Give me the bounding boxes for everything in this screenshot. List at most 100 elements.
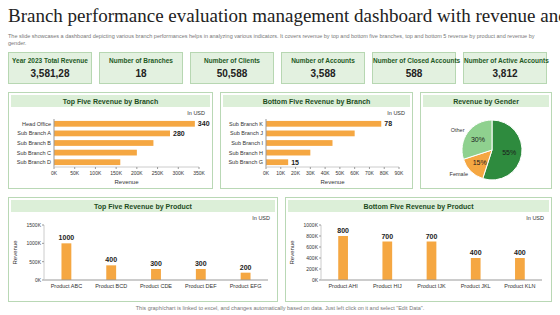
- tick-mark: [319, 269, 321, 270]
- data-label: 700: [426, 233, 438, 240]
- tick-label: 800K: [306, 233, 318, 239]
- category-label: Sub Branch H: [229, 150, 263, 156]
- tick-label: 350K: [193, 170, 205, 176]
- data-label: 200: [240, 264, 252, 271]
- chart-panel: Top Five Revenue by ProductIn USDProduct…: [8, 197, 278, 302]
- tick-label: 20K: [291, 170, 301, 176]
- tick-mark: [280, 167, 281, 169]
- category-label: Sub Branch I: [231, 140, 263, 146]
- bar: [196, 269, 206, 280]
- tick-mark: [319, 247, 321, 248]
- data-label: 78: [384, 120, 392, 127]
- chart-panel: Top Five Revenue by BranchIn USDHead Off…: [8, 92, 213, 189]
- tick-label: 50K: [335, 170, 345, 176]
- axis-line: [321, 225, 322, 280]
- tick-mark: [325, 167, 326, 169]
- category-label: Sub Branch D: [17, 159, 51, 165]
- tick-label: 40K: [321, 170, 331, 176]
- chart-panel: Bottom Five Revenue by BranchIn USDSub B…: [220, 92, 413, 189]
- tick-mark: [384, 167, 385, 169]
- bar: [106, 265, 116, 280]
- axis-line: [321, 280, 542, 281]
- category-label: Sub Branch K: [229, 121, 263, 127]
- axis-label: Revenue: [12, 240, 18, 265]
- bar: [266, 150, 310, 156]
- kpi-label: Number of Accounts: [282, 57, 364, 64]
- data-label: 300: [195, 260, 207, 267]
- tick-label: 1500K: [27, 222, 42, 228]
- kpi-label: Number of Branches: [100, 57, 182, 64]
- chart-subtitle: In USD: [187, 110, 205, 116]
- data-label: 700: [381, 233, 393, 240]
- kpi-card: Number of Closed Accounts588: [372, 52, 456, 84]
- axis-line: [54, 167, 199, 168]
- title: Branch performance evaluation management…: [8, 5, 560, 27]
- tick-label: 0K: [35, 277, 42, 283]
- kpi-value: 18: [100, 68, 182, 79]
- data-label: 400: [470, 249, 482, 256]
- bar: [54, 121, 195, 127]
- tick-mark: [354, 167, 355, 169]
- tick-label: 500K: [29, 259, 41, 265]
- category-label: Product HIJ: [373, 283, 402, 289]
- tick-label: 60K: [350, 170, 360, 176]
- bar: [61, 243, 71, 280]
- kpi-card: Number of Branches 18: [99, 52, 183, 84]
- tick-mark: [266, 167, 267, 169]
- data-label: 400: [514, 249, 526, 256]
- category-label: Product AHI: [328, 283, 358, 289]
- category-label: Sub Branch C: [17, 150, 51, 156]
- kpi-card: Number of Clients50,588: [190, 52, 274, 84]
- tick-label: 400K: [306, 255, 318, 261]
- tick-label: 0K: [312, 277, 319, 283]
- tick-mark: [95, 167, 96, 169]
- tick-mark: [319, 225, 321, 226]
- tick-label: 300K: [172, 170, 184, 176]
- subtitle: The slide showcases a dashboard depictin…: [8, 33, 553, 47]
- kpi-card: Number of Accounts 3,588: [281, 52, 365, 84]
- category-label: Product EFG: [230, 283, 262, 289]
- tick-label: 50K: [70, 170, 80, 176]
- data-label: 15%: [473, 159, 487, 166]
- tick-mark: [42, 261, 44, 262]
- panel-band: [423, 95, 549, 107]
- bar: [266, 159, 288, 165]
- tick-mark: [42, 280, 44, 281]
- data-label: 340: [198, 120, 210, 127]
- kpi-card: Year 2023 Total Revenue3,581,28: [8, 52, 92, 84]
- tick-label: 0K: [51, 170, 58, 176]
- data-label: 55%: [502, 149, 516, 156]
- kpi-label: Number of Active Accounts: [464, 57, 546, 64]
- tick-label: 1000K: [304, 222, 319, 228]
- tick-label: 100K: [90, 170, 102, 176]
- tick-label: 200K: [306, 266, 318, 272]
- chart-title: Top Five Revenue by Branch: [63, 98, 159, 106]
- kpi-value: 3,812: [464, 68, 546, 79]
- tick-label: 0K: [263, 170, 270, 176]
- axis-label: Revenue: [320, 179, 345, 185]
- chart-subtitle: In USD: [252, 215, 270, 221]
- chart-title: Bottom Five Revenue by Product: [363, 203, 474, 211]
- category-label: Product DEF: [185, 283, 217, 289]
- tick-label: 250K: [152, 170, 164, 176]
- axis-line: [54, 119, 55, 167]
- tick-mark: [42, 225, 44, 226]
- bar: [54, 131, 170, 137]
- plot-area: [61, 243, 250, 280]
- bar: [515, 258, 525, 280]
- bar: [338, 236, 348, 280]
- tick-mark: [339, 167, 340, 169]
- category-label: Sub Branch J: [230, 130, 263, 136]
- plot-area: [54, 121, 195, 165]
- category-label: Sub Branch A: [17, 130, 51, 136]
- kpi-value: 3,588: [282, 68, 364, 79]
- bar: [427, 242, 437, 281]
- data-label: 15: [291, 159, 299, 166]
- tick-mark: [74, 167, 75, 169]
- tick-mark: [54, 167, 55, 169]
- tick-mark: [369, 167, 370, 169]
- category-label: Other: [451, 127, 465, 133]
- axis-line: [266, 167, 399, 168]
- panel-frame: [286, 198, 552, 302]
- tick-mark: [136, 167, 137, 169]
